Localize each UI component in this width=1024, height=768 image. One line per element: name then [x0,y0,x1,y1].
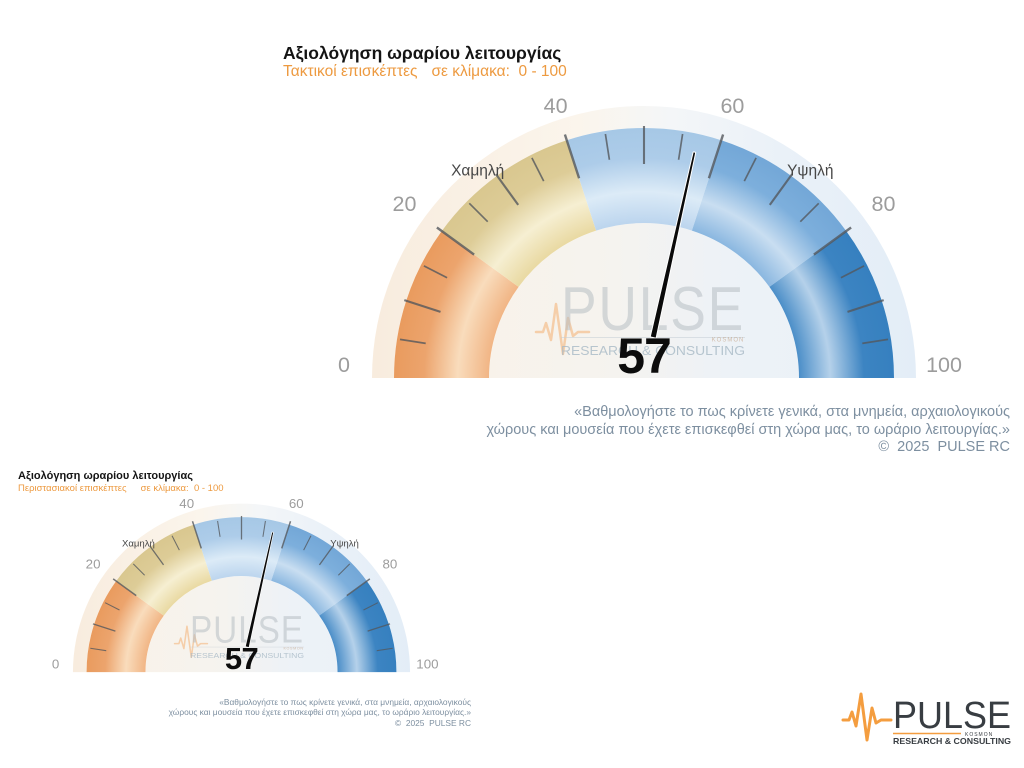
pulse-waveform-icon [841,692,893,742]
axis-tick-label: 40 [179,496,194,511]
axis-tick-label: 40 [544,94,568,118]
axis-tick-label: 80 [872,192,896,216]
logo-mark: KOSMON [965,732,993,738]
gauge-regular-visitors: PULSE KOSMON RESEARCH & CONSULTING 57 0 20 40 6… [314,26,974,406]
chart-subtitle-regular: Τακτικοί επισκέπτες σε κλίμακα: 0 - 100 [283,63,567,81]
zone-label-low: Χαμηλή [122,539,155,550]
pulse-waveform-icon [534,302,591,356]
axis-tick-label: 100 [926,353,962,377]
caption-line: «Βαθμολογήστε το πως κρίνετε γενικά, στα… [574,404,1010,420]
axis-tick-label: 60 [720,94,744,118]
logo-brand: PULSE [893,695,1011,737]
gauge-occasional-visitors: PULSE KOSMON RESEARCH & CONSULTING 57 0 20 40 6… [37,454,446,690]
axis-tick-label: 20 [393,192,417,216]
gauge-ticks [399,126,889,345]
axis-tick-label: 20 [86,557,101,572]
gauge-band [116,524,212,616]
caption-line: χώρους και μουσεία που έχετε επισκεφθεί … [168,707,471,718]
chart-title-regular: Αξιολόγηση ωραρίου λειτουργίας [283,43,562,63]
copyright-line: © 2025 PULSE RC [395,717,471,728]
gauge-value: 57 [617,328,671,384]
gauge-band [271,524,367,616]
pulse-waveform-icon [173,625,209,659]
caption-line: χώρους και μουσεία που έχετε επισκεφθεί … [486,421,1010,438]
pulse-rc-logo-svg: PULSE KOSMON RESEARCH & CONSULTING [841,692,1011,746]
axis-tick-label: 80 [383,557,398,572]
scale-label: σε κλίμακα: 0 - 100 [140,483,224,494]
watermark-tagline: RESEARCH & CONSULTING [561,344,745,358]
watermark-tagline: RESEARCH & CONSULTING [190,651,304,660]
axis-tick-label: 0 [338,353,350,377]
gauge-inner-disk [489,223,799,378]
scale-label: σε κλίμακα: 0 - 100 [431,63,567,80]
gauge-needle [245,531,274,648]
copyright-line: © 2025 PULSE RC [878,439,1010,455]
chart-title-occasional: Αξιολόγηση ωραρίου λειτουργίας [18,470,193,482]
gauge-needle [649,151,697,339]
gauge-band [394,231,519,378]
axis-tick-label: 60 [289,496,304,511]
series-label: Τακτικοί επισκέπτες [283,63,418,80]
gauge-band [691,140,847,287]
pulse-rc-logo: PULSE KOSMON RESEARCH & CONSULTING [841,686,1013,746]
series-label: Περιστασιακοί επισκέπτες [18,483,127,494]
gauge-band [86,581,164,673]
watermark-mark: KOSMON [283,647,303,651]
axis-tick-label: 100 [416,656,438,671]
axis-tick-label: 0 [52,656,59,671]
zone-label-high: Υψηλή [787,162,833,179]
gauge-band [769,231,894,378]
chart-subtitle-occasional: Περιστασιακοί επισκέπτες σε κλίμακα: 0 - … [18,483,224,494]
gauge-band [441,140,597,287]
zone-label-high: Υψηλή [330,539,359,550]
gauge-value: 57 [225,641,258,676]
gauge-band [319,581,397,673]
watermark-mark: KOSMON [712,338,745,344]
gauge-inner-disk [145,576,338,673]
caption-regular: «Βαθμολογήστε το πως κρίνετε γενικά, στα… [486,404,1010,457]
zone-label-low: Χαμηλή [451,162,504,179]
gauge-ticks [90,515,393,652]
caption-occasional: «Βαθμολογήστε το πως κρίνετε γενικά, στα… [169,697,471,728]
logo-tagline: RESEARCH & CONSULTING [893,736,1011,746]
caption-line: «Βαθμολογήστε το πως κρίνετε γενικά, στα… [219,697,471,707]
